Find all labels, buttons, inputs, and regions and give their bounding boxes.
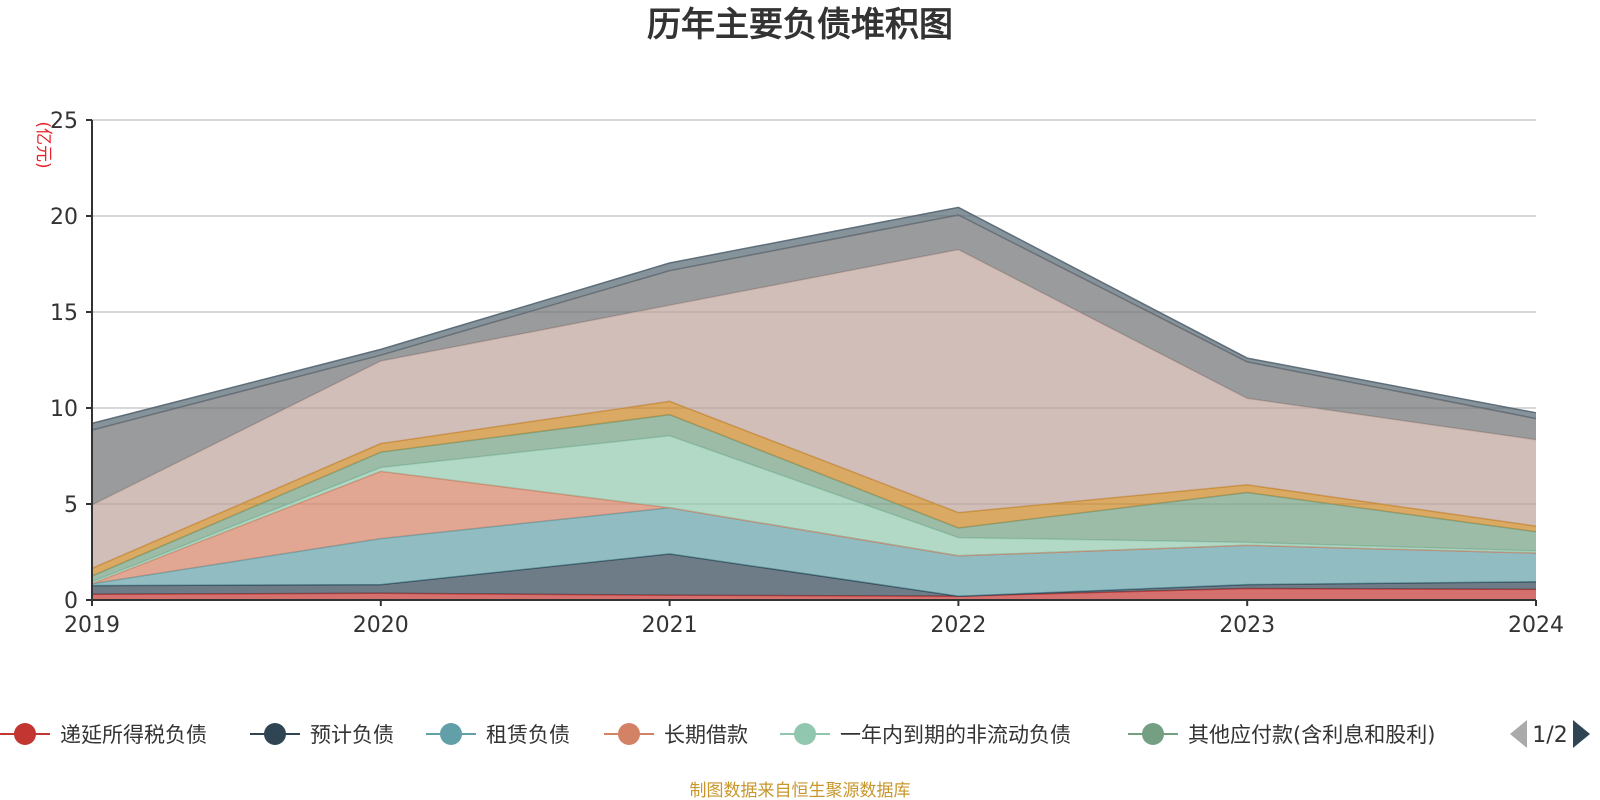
y-tick-label: 0: [64, 589, 78, 614]
prev-page-icon[interactable]: [1510, 720, 1527, 748]
legend-item-1[interactable]: 递延所得税负债: [0, 723, 207, 747]
area-series-1: [92, 588, 1536, 600]
y-tick-label: 5: [64, 493, 78, 518]
x-tick-label: 2021: [642, 613, 698, 638]
area-series-6: [92, 414, 1536, 582]
y-tick-label: 20: [50, 205, 78, 230]
area-series-9: [92, 215, 1536, 505]
legend-label: 其他应付款(含利息和股利): [1188, 723, 1435, 747]
area-series-5: [92, 435, 1536, 584]
legend-page-indicator: 1/2: [1532, 723, 1567, 748]
y-tick-label: 15: [50, 301, 78, 326]
y-tick-label: 25: [50, 109, 78, 134]
legend-item-3[interactable]: 租赁负债: [426, 723, 570, 747]
legend-marker-icon: [440, 723, 462, 745]
legend-marker-icon: [14, 723, 36, 745]
legend-marker-icon: [618, 723, 640, 745]
y-axis-unit: (亿元): [33, 121, 53, 168]
legend: 递延所得税负债 预计负债 租赁负债 长期借款 一年内到期的非流动负债 其他应付款(含利息和…: [0, 723, 1435, 747]
area-series-3: [92, 507, 1536, 597]
area-series-7: [92, 401, 1536, 576]
x-tick-label: 2019: [64, 613, 120, 638]
legend-pager: 1/2: [1510, 720, 1590, 748]
x-tick-label: 2023: [1219, 613, 1275, 638]
plot-area: [91, 206, 1537, 600]
x-tick-label: 2024: [1508, 613, 1564, 638]
legend-marker-icon: [794, 723, 816, 745]
legend-marker-icon: [264, 723, 286, 745]
legend-item-6[interactable]: 其他应付款(含利息和股利): [1128, 723, 1435, 747]
line-series-10: [91, 206, 1537, 425]
source-note: 制图数据来自恒生聚源数据库: [690, 781, 911, 800]
legend-label: 预计负债: [310, 723, 394, 747]
legend-item-4[interactable]: 长期借款: [604, 723, 748, 747]
legend-item-2[interactable]: 预计负债: [250, 723, 394, 747]
legend-label: 递延所得税负债: [60, 723, 207, 747]
x-tick-label: 2022: [930, 613, 986, 638]
area-series-4: [92, 471, 1536, 584]
legend-label: 长期借款: [664, 723, 748, 747]
legend-item-5[interactable]: 一年内到期的非流动负债: [780, 723, 1071, 747]
legend-label: 租赁负债: [486, 723, 570, 747]
axes: 0 5 10 15 20 25 2019 2020 2021 2022 2023 2024: [50, 109, 1564, 638]
x-tick-label: 2020: [353, 613, 409, 638]
chart-title: 历年主要负债堆积图: [647, 5, 953, 45]
next-page-icon[interactable]: [1573, 720, 1590, 748]
area-series-8: [92, 249, 1536, 569]
legend-marker-icon: [1142, 723, 1164, 745]
y-tick-label: 10: [50, 397, 78, 422]
legend-label: 一年内到期的非流动负债: [840, 723, 1071, 747]
